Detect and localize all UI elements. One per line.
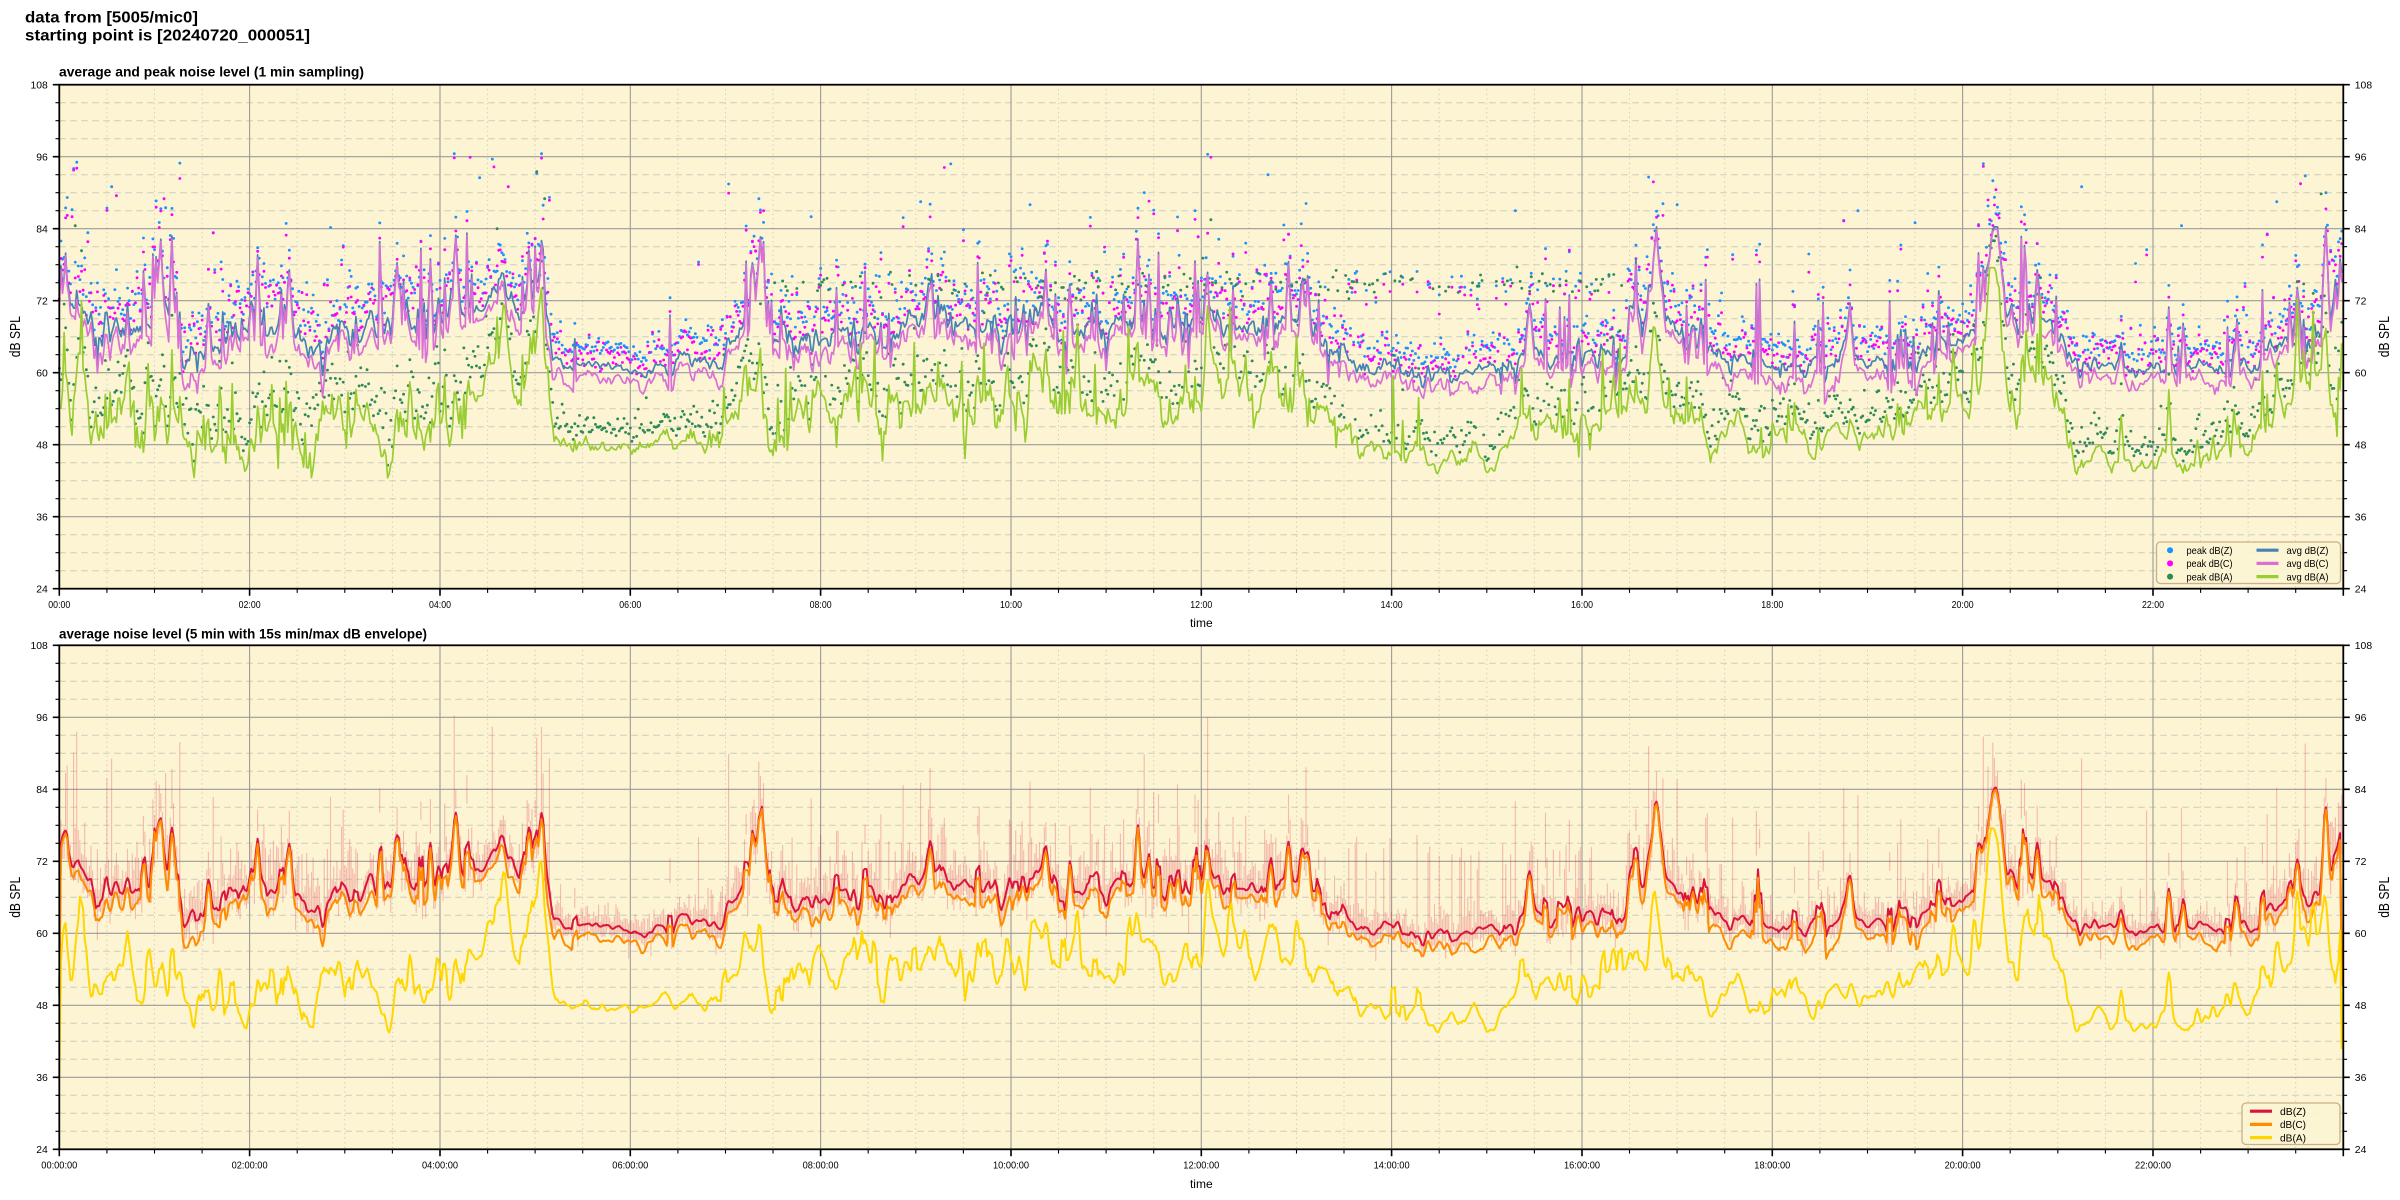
svg-text:06:00: 06:00 xyxy=(619,599,641,611)
svg-text:time: time xyxy=(1190,616,1213,630)
svg-text:72: 72 xyxy=(36,296,48,308)
svg-text:20:00:00: 20:00:00 xyxy=(1945,1160,1981,1172)
svg-text:04:00:00: 04:00:00 xyxy=(422,1160,458,1172)
svg-text:dB SPL: dB SPL xyxy=(8,877,24,918)
svg-text:24: 24 xyxy=(2355,584,2367,596)
svg-text:peak dB(C): peak dB(C) xyxy=(2187,558,2233,570)
svg-text:84: 84 xyxy=(2355,224,2367,236)
svg-text:dB(A): dB(A) xyxy=(2280,1132,2306,1144)
svg-text:avg dB(C): avg dB(C) xyxy=(2287,558,2329,570)
svg-text:48: 48 xyxy=(36,1000,48,1012)
svg-text:96: 96 xyxy=(36,152,48,164)
svg-text:24: 24 xyxy=(36,584,48,596)
svg-text:02:00:00: 02:00:00 xyxy=(232,1160,268,1172)
svg-text:data from [5005/mic0]: data from [5005/mic0] xyxy=(25,10,198,27)
svg-text:24: 24 xyxy=(36,1144,48,1156)
svg-text:108: 108 xyxy=(2355,640,2372,652)
svg-text:10:00: 10:00 xyxy=(1000,599,1022,611)
svg-text:08:00:00: 08:00:00 xyxy=(803,1160,839,1172)
svg-text:60: 60 xyxy=(36,928,48,940)
svg-text:dB(C): dB(C) xyxy=(2280,1119,2306,1131)
svg-text:06:00:00: 06:00:00 xyxy=(612,1160,648,1172)
svg-text:36: 36 xyxy=(36,1072,48,1084)
svg-text:96: 96 xyxy=(2355,152,2367,164)
svg-text:peak dB(Z): peak dB(Z) xyxy=(2187,545,2233,557)
svg-text:10:00:00: 10:00:00 xyxy=(993,1160,1029,1172)
svg-text:36: 36 xyxy=(2355,1072,2367,1084)
svg-text:04:00: 04:00 xyxy=(429,599,451,611)
svg-text:dB(Z): dB(Z) xyxy=(2280,1106,2306,1118)
svg-text:72: 72 xyxy=(2355,856,2367,868)
svg-text:average noise level (5 min wit: average noise level (5 min with 15s min/… xyxy=(59,627,427,642)
svg-text:dB SPL: dB SPL xyxy=(8,316,24,357)
svg-text:avg dB(A): avg dB(A) xyxy=(2287,571,2329,583)
svg-text:08:00: 08:00 xyxy=(810,599,832,611)
svg-text:84: 84 xyxy=(36,224,48,236)
svg-text:108: 108 xyxy=(2355,80,2372,92)
svg-text:108: 108 xyxy=(31,80,48,92)
svg-text:00:00:00: 00:00:00 xyxy=(41,1160,77,1172)
svg-text:60: 60 xyxy=(2355,368,2367,380)
svg-text:00:00: 00:00 xyxy=(48,599,70,611)
svg-text:16:00: 16:00 xyxy=(1571,599,1593,611)
svg-text:18:00:00: 18:00:00 xyxy=(1754,1160,1790,1172)
svg-text:average and peak noise level (: average and peak noise level (1 min samp… xyxy=(59,65,364,80)
svg-text:48: 48 xyxy=(36,440,48,452)
svg-text:starting point is [20240720_00: starting point is [20240720_000051] xyxy=(25,28,310,45)
svg-text:22:00:00: 22:00:00 xyxy=(2135,1160,2171,1172)
svg-text:48: 48 xyxy=(2355,1000,2367,1012)
svg-text:dB SPL: dB SPL xyxy=(2377,877,2393,918)
svg-text:02:00: 02:00 xyxy=(239,599,261,611)
svg-text:12:00:00: 12:00:00 xyxy=(1183,1160,1219,1172)
svg-text:60: 60 xyxy=(2355,928,2367,940)
svg-text:60: 60 xyxy=(36,368,48,380)
svg-text:84: 84 xyxy=(2355,784,2367,796)
svg-text:12:00: 12:00 xyxy=(1190,599,1212,611)
svg-text:18:00: 18:00 xyxy=(1761,599,1783,611)
svg-text:72: 72 xyxy=(36,856,48,868)
svg-text:dB SPL: dB SPL xyxy=(2377,316,2393,357)
svg-text:72: 72 xyxy=(2355,296,2367,308)
svg-text:108: 108 xyxy=(31,640,48,652)
svg-text:14:00: 14:00 xyxy=(1381,599,1403,611)
svg-text:time: time xyxy=(1190,1177,1213,1191)
svg-text:22:00: 22:00 xyxy=(2142,599,2164,611)
svg-text:avg dB(Z): avg dB(Z) xyxy=(2287,545,2329,557)
svg-text:14:00:00: 14:00:00 xyxy=(1374,1160,1410,1172)
svg-text:24: 24 xyxy=(2355,1144,2367,1156)
svg-text:96: 96 xyxy=(2355,712,2367,724)
svg-text:84: 84 xyxy=(36,784,48,796)
svg-text:36: 36 xyxy=(36,512,48,524)
svg-text:16:00:00: 16:00:00 xyxy=(1564,1160,1600,1172)
svg-text:96: 96 xyxy=(36,712,48,724)
svg-text:36: 36 xyxy=(2355,512,2367,524)
svg-text:48: 48 xyxy=(2355,440,2367,452)
svg-text:peak dB(A): peak dB(A) xyxy=(2187,571,2233,583)
svg-text:20:00: 20:00 xyxy=(1952,599,1974,611)
